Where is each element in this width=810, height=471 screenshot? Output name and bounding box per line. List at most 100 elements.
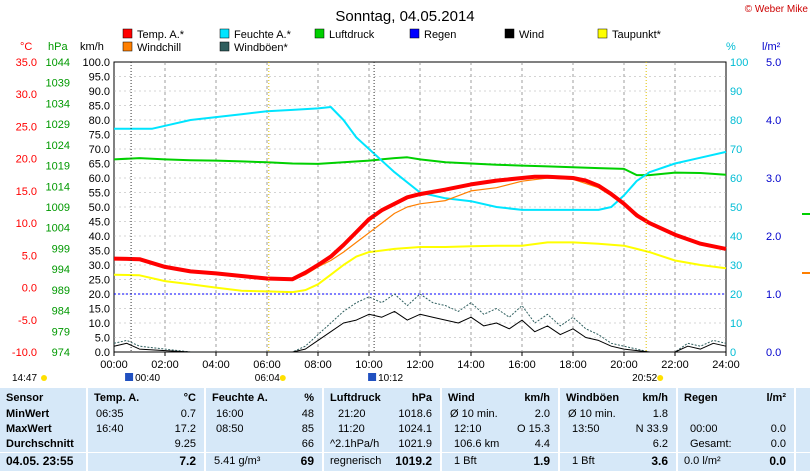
stats-panel: Sensor MinWert MaxWert Durchschnitt 04.0… [0,388,810,471]
rain-tick-2: 3.0 [766,173,781,185]
gust-head: Windböen [566,392,620,404]
max-label: MaxWert [6,423,52,435]
wind-min-label: Ø 10 min. [450,408,498,420]
press-min: 1018.6 [398,408,432,420]
wind-max-time: 12:10 [454,423,482,435]
press-unit: hPa [411,392,432,404]
wind-tick-1: 95.0 [89,72,110,84]
wind-tick-4: 80.0 [89,115,110,127]
moon-marker-icon-1 [125,373,134,381]
x-tick-label-12: 24:00 [712,359,740,371]
x-tick-label-11: 22:00 [661,359,689,371]
temp-max: 17.2 [174,423,196,435]
press-max-time: 11:20 [338,423,365,435]
temp-head: Temp. A. [94,392,140,404]
legend-swatch-1 [219,28,230,39]
gust-bft: 1 Bft [572,455,595,467]
now-label: 04.05. 23:55 [6,454,74,468]
series-line-tempa [113,174,727,282]
series-lines [113,106,727,353]
stats-stub-col [796,388,810,471]
hum-max-time: 08:50 [216,423,244,435]
legend-label-6: Windchill [137,42,181,54]
press-tick-3: 1029 [46,119,70,131]
series-line-feuchtea [114,106,727,211]
rain-now-left: 0.0 l/m² [684,455,721,467]
wind-tick-2: 90.0 [89,86,110,98]
wind-tick-15: 25.0 [89,275,110,287]
wind-tick-17: 15.0 [89,304,110,316]
stats-temp-col: Temp. A. °C 06:35 0.7 16:40 17.2 9.25 7.2 [88,388,206,471]
min-label: MinWert [6,408,50,420]
hum-axis-unit: % [726,41,736,53]
chart-title: Sonntag, 04.05.2014 [335,8,474,25]
wind-tick-7: 65.0 [89,159,110,171]
x-tick-label-1: 02:00 [151,359,179,371]
temp-tick-3: 20.0 [16,154,37,166]
rain-head: Regen [684,392,718,404]
gust-now: 3.6 [651,454,668,468]
hum-tick-2: 80 [730,115,742,127]
temp-unit: °C [183,392,196,404]
press-tick-13: 979 [52,326,70,338]
sun-marker-label-0: 14:47 [12,373,37,384]
hum-min-time: 16:00 [216,408,244,420]
wind-tick-18: 10.0 [89,318,110,330]
wind-max-dir: O 15.3 [516,423,550,435]
gust-max-dir: N 33.9 [635,423,668,435]
temp-tick-6: 5.0 [22,250,37,262]
wind-dist: 106.6 km [454,438,500,450]
wind-axis-unit: km/h [80,41,104,53]
wind-min: 2.0 [534,408,550,420]
temp-min-time: 06:35 [96,408,124,420]
hum-now: 69 [300,454,314,468]
sun-markers: 14:47 00:40 06:04 10:12 20:52 [12,62,664,384]
hum-tick-4: 60 [730,173,742,185]
legend-swatch-3 [409,28,420,39]
sun-marker-label-3: 10:12 [378,373,403,384]
hum-abs: 5.41 g/m³ [214,455,261,467]
series-line-wind [113,310,727,353]
hum-tick-1: 90 [730,86,742,98]
legend-swatch-2 [314,28,325,39]
rain-max: 0.0 [770,423,786,435]
right-stub [802,213,810,274]
rain-max-time: 00:00 [690,423,718,435]
wind-avg: 4.4 [534,438,550,450]
hum-tick-3: 70 [730,144,742,156]
series-line-windben [113,293,727,353]
rain-axis-unit: l/m² [762,41,781,53]
press-axis-unit: hPa [48,41,68,53]
wind-tick-12: 40.0 [89,231,110,243]
legend-label-5: Taupunkt* [612,29,662,41]
press-tick-14: 974 [52,347,70,359]
hum-max: 85 [301,423,314,435]
press-min-time: 21:20 [338,408,366,420]
x-axis-ticks: 00:00 02:00 04:00 06:00 08:00 10:00 12:00 14:00… [100,352,740,371]
temp-now: 7.2 [179,454,196,468]
y-axis-ticks: 35.0 30.0 25.0 20.0 15.0 10.0 5.0 0.0 -5.0 -10.0 1… [12,57,781,359]
stats-sensor-col: Sensor MinWert MaxWert Durchschnitt 04.0… [0,388,88,471]
legend-swatch-7 [219,41,230,52]
hum-tick-10: 0 [730,347,736,359]
wind-bft: 1 Bft [454,455,477,467]
legend: Temp. A.* Feuchte A.* Luftdruck Regen Wind Ta… [122,28,662,54]
x-tick-label-10: 20:00 [610,359,638,371]
press-avg: 1021.9 [398,438,432,450]
legend-swatch-6 [122,41,133,52]
press-now: 1019.2 [395,454,432,468]
rain-tick-4: 1.0 [766,289,781,301]
rain-tick-3: 2.0 [766,231,781,243]
stats-gust-col: Windböen km/h Ø 10 min. 1.8 13:50 N 33.9 6.… [560,388,678,471]
legend-label-4: Wind [519,29,544,41]
press-trend: ^2.1hPa/h [330,438,380,450]
sun-marker-label-4: 20:52 [632,373,657,384]
legend-label-7: Windböen* [234,42,289,54]
rain-unit: l/m² [766,392,786,404]
wind-now: 1.9 [533,454,550,468]
rain-total-label: Gesamt: [690,438,732,450]
hum-tick-7: 30 [730,260,742,272]
gust-unit: km/h [642,392,668,404]
press-head: Luftdruck [330,392,381,404]
